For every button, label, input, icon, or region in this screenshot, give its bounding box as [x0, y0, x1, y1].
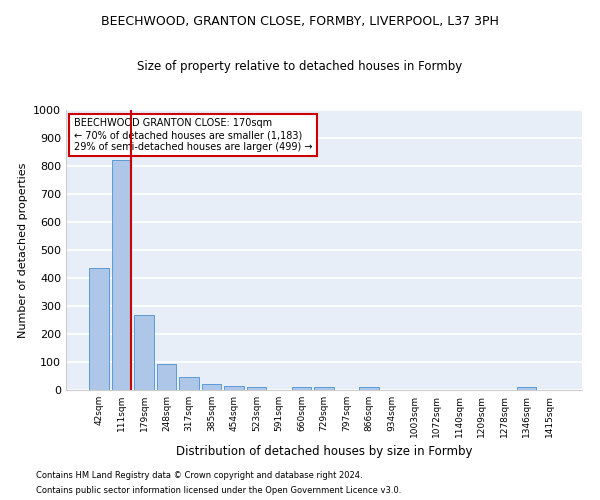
Text: BEECHWOOD GRANTON CLOSE: 170sqm
← 70% of detached houses are smaller (1,183)
29%: BEECHWOOD GRANTON CLOSE: 170sqm ← 70% of…	[74, 118, 312, 152]
Text: Contains HM Land Registry data © Crown copyright and database right 2024.: Contains HM Land Registry data © Crown c…	[36, 471, 362, 480]
Bar	[247, 387, 266, 390]
X-axis label: Distribution of detached houses by size in Formby: Distribution of detached houses by size …	[176, 446, 472, 458]
Text: Size of property relative to detached houses in Formby: Size of property relative to detached ho…	[137, 60, 463, 73]
Bar	[89, 268, 109, 390]
Bar	[359, 387, 379, 390]
Y-axis label: Number of detached properties: Number of detached properties	[17, 162, 28, 338]
Text: Contains public sector information licensed under the Open Government Licence v3: Contains public sector information licen…	[36, 486, 401, 495]
Bar	[292, 387, 311, 390]
Bar	[134, 315, 154, 390]
Bar	[112, 160, 131, 390]
Bar	[157, 364, 176, 390]
Bar	[202, 384, 221, 390]
Bar	[517, 387, 536, 390]
Bar	[224, 386, 244, 390]
Bar	[179, 377, 199, 390]
Text: BEECHWOOD, GRANTON CLOSE, FORMBY, LIVERPOOL, L37 3PH: BEECHWOOD, GRANTON CLOSE, FORMBY, LIVERP…	[101, 15, 499, 28]
Bar	[314, 387, 334, 390]
